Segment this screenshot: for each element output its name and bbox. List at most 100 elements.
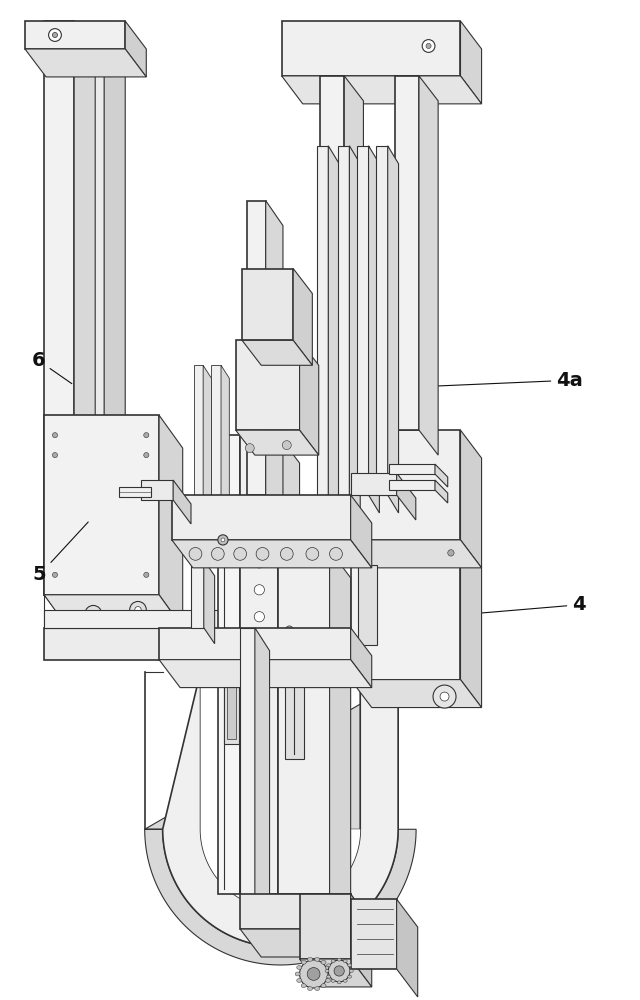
Ellipse shape (326, 975, 331, 978)
Ellipse shape (144, 453, 149, 458)
Polygon shape (435, 464, 448, 487)
Ellipse shape (144, 572, 149, 577)
Ellipse shape (254, 585, 264, 595)
Polygon shape (246, 201, 266, 495)
Polygon shape (145, 672, 416, 965)
Ellipse shape (254, 746, 264, 757)
Polygon shape (300, 894, 351, 959)
Polygon shape (388, 146, 399, 513)
Ellipse shape (254, 719, 264, 730)
Polygon shape (351, 430, 461, 540)
Ellipse shape (49, 29, 61, 41)
Polygon shape (351, 899, 397, 969)
Polygon shape (203, 365, 211, 508)
Polygon shape (240, 628, 255, 894)
Polygon shape (328, 146, 339, 513)
Polygon shape (397, 899, 418, 997)
Polygon shape (351, 473, 397, 495)
Ellipse shape (348, 975, 351, 978)
Polygon shape (338, 146, 349, 495)
Polygon shape (25, 49, 147, 77)
Ellipse shape (422, 40, 435, 52)
Ellipse shape (343, 979, 348, 982)
Polygon shape (351, 540, 461, 680)
Polygon shape (236, 340, 300, 430)
Polygon shape (125, 21, 147, 77)
Ellipse shape (280, 547, 293, 560)
Polygon shape (193, 365, 203, 495)
Ellipse shape (52, 453, 58, 458)
Polygon shape (376, 146, 388, 495)
Polygon shape (74, 21, 104, 595)
Polygon shape (330, 550, 351, 922)
Ellipse shape (254, 827, 264, 837)
Ellipse shape (218, 535, 228, 545)
Ellipse shape (135, 607, 141, 613)
Polygon shape (227, 645, 236, 739)
Polygon shape (25, 21, 125, 49)
Ellipse shape (254, 692, 264, 703)
Ellipse shape (52, 32, 58, 38)
Ellipse shape (308, 957, 312, 961)
Polygon shape (172, 495, 351, 540)
Polygon shape (300, 628, 321, 688)
Polygon shape (191, 560, 204, 628)
Polygon shape (278, 550, 330, 894)
Ellipse shape (52, 572, 58, 577)
Ellipse shape (254, 558, 264, 568)
Polygon shape (44, 628, 300, 660)
Polygon shape (163, 672, 398, 947)
Ellipse shape (297, 978, 301, 982)
Ellipse shape (295, 972, 300, 976)
Text: 6: 6 (31, 351, 72, 384)
Ellipse shape (349, 969, 353, 972)
Polygon shape (282, 76, 481, 104)
Ellipse shape (328, 960, 350, 982)
Text: 5: 5 (33, 522, 88, 584)
Polygon shape (461, 430, 481, 568)
Ellipse shape (254, 531, 264, 541)
Polygon shape (119, 487, 151, 497)
Polygon shape (435, 480, 448, 503)
Ellipse shape (315, 957, 319, 961)
Polygon shape (351, 628, 372, 688)
Polygon shape (349, 146, 360, 513)
Polygon shape (396, 76, 419, 430)
Polygon shape (397, 473, 416, 520)
Ellipse shape (315, 987, 319, 991)
Polygon shape (44, 415, 159, 595)
Ellipse shape (307, 968, 320, 980)
Ellipse shape (334, 966, 344, 976)
Polygon shape (320, 76, 344, 430)
Ellipse shape (130, 601, 147, 618)
Polygon shape (240, 894, 351, 929)
Polygon shape (242, 340, 312, 365)
Polygon shape (236, 430, 319, 455)
Ellipse shape (211, 547, 224, 560)
Ellipse shape (331, 979, 335, 982)
Polygon shape (255, 628, 269, 917)
Ellipse shape (254, 504, 264, 514)
Polygon shape (173, 480, 191, 524)
Polygon shape (351, 894, 372, 987)
Ellipse shape (331, 960, 335, 963)
Polygon shape (278, 435, 300, 922)
Polygon shape (218, 435, 240, 894)
Polygon shape (141, 480, 173, 500)
Polygon shape (44, 595, 182, 628)
Polygon shape (369, 146, 380, 513)
Ellipse shape (254, 477, 264, 487)
Polygon shape (44, 595, 95, 623)
Ellipse shape (254, 450, 264, 460)
Polygon shape (461, 540, 481, 708)
Polygon shape (159, 415, 182, 628)
Polygon shape (317, 146, 328, 495)
Ellipse shape (256, 547, 269, 560)
Polygon shape (224, 640, 239, 744)
Ellipse shape (321, 984, 326, 988)
Polygon shape (240, 435, 278, 894)
Polygon shape (74, 21, 95, 623)
Ellipse shape (221, 538, 225, 542)
Ellipse shape (90, 611, 97, 617)
Ellipse shape (306, 547, 319, 560)
